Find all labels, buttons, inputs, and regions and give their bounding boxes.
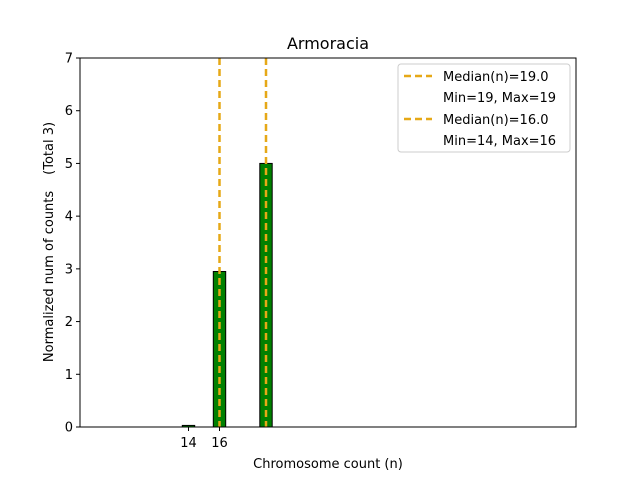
x-tick-label-16: 16 <box>211 436 228 451</box>
chart-title: Armoracia <box>287 34 369 53</box>
legend-detail-0: Min=19, Max=19 <box>443 91 556 106</box>
legend-label-0: Median(n)=19.0 <box>443 70 549 85</box>
y-tick-label-5: 5 <box>65 157 73 172</box>
legend-frame <box>397 63 571 153</box>
legend: Median(n)=19.0 Min=19, Max=19 Median(n)=… <box>397 63 571 153</box>
legend-detail-1: Min=14, Max=16 <box>443 134 556 149</box>
legend-label-1: Median(n)=16.0 <box>443 113 549 128</box>
y-tick-label-6: 6 <box>65 104 73 119</box>
y-axis-ticks: 0 1 2 3 4 5 6 7 <box>65 52 80 436</box>
y-tick-label-0: 0 <box>65 421 73 436</box>
y-tick-label-1: 1 <box>65 368 73 383</box>
y-tick-label-4: 4 <box>65 210 73 225</box>
y-tick-label-7: 7 <box>65 52 73 67</box>
median-lines <box>218 58 268 427</box>
y-axis-label-main: Normalized num of counts <box>42 191 57 362</box>
y-tick-label-2: 2 <box>65 315 73 330</box>
y-tick-label-3: 3 <box>65 262 73 277</box>
x-axis-ticks: 14 16 <box>180 427 228 451</box>
x-axis-label: Chromosome count (n) <box>253 457 403 472</box>
plot-frame <box>79 57 577 428</box>
y-axis-label-total: (Total 3) <box>42 122 57 175</box>
x-tick-label-14: 14 <box>180 436 197 451</box>
y-axis-label: Normalized num of counts (Total 3) <box>42 122 57 362</box>
